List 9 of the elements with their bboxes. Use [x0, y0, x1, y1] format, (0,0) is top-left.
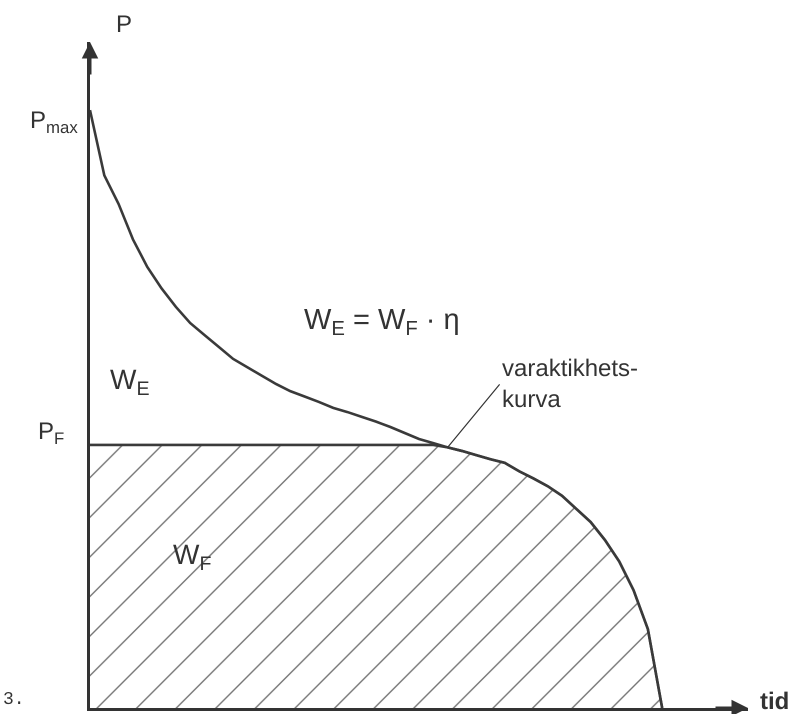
text: P$_{F}$ — [38, 418, 64, 448]
annotation: W$_{E}$ = W$_{F}$ · η — [304, 304, 460, 340]
annotation: varaktikhets- kurva — [502, 355, 638, 414]
text: 3. — [3, 690, 25, 710]
text: P$_{max}$ — [30, 107, 78, 138]
x-axis-title: tid — [760, 688, 790, 714]
annotation: W$_{F}$ — [173, 539, 212, 575]
y-axis-title: P — [116, 11, 132, 38]
annotation: W$_{E}$ — [110, 364, 150, 400]
